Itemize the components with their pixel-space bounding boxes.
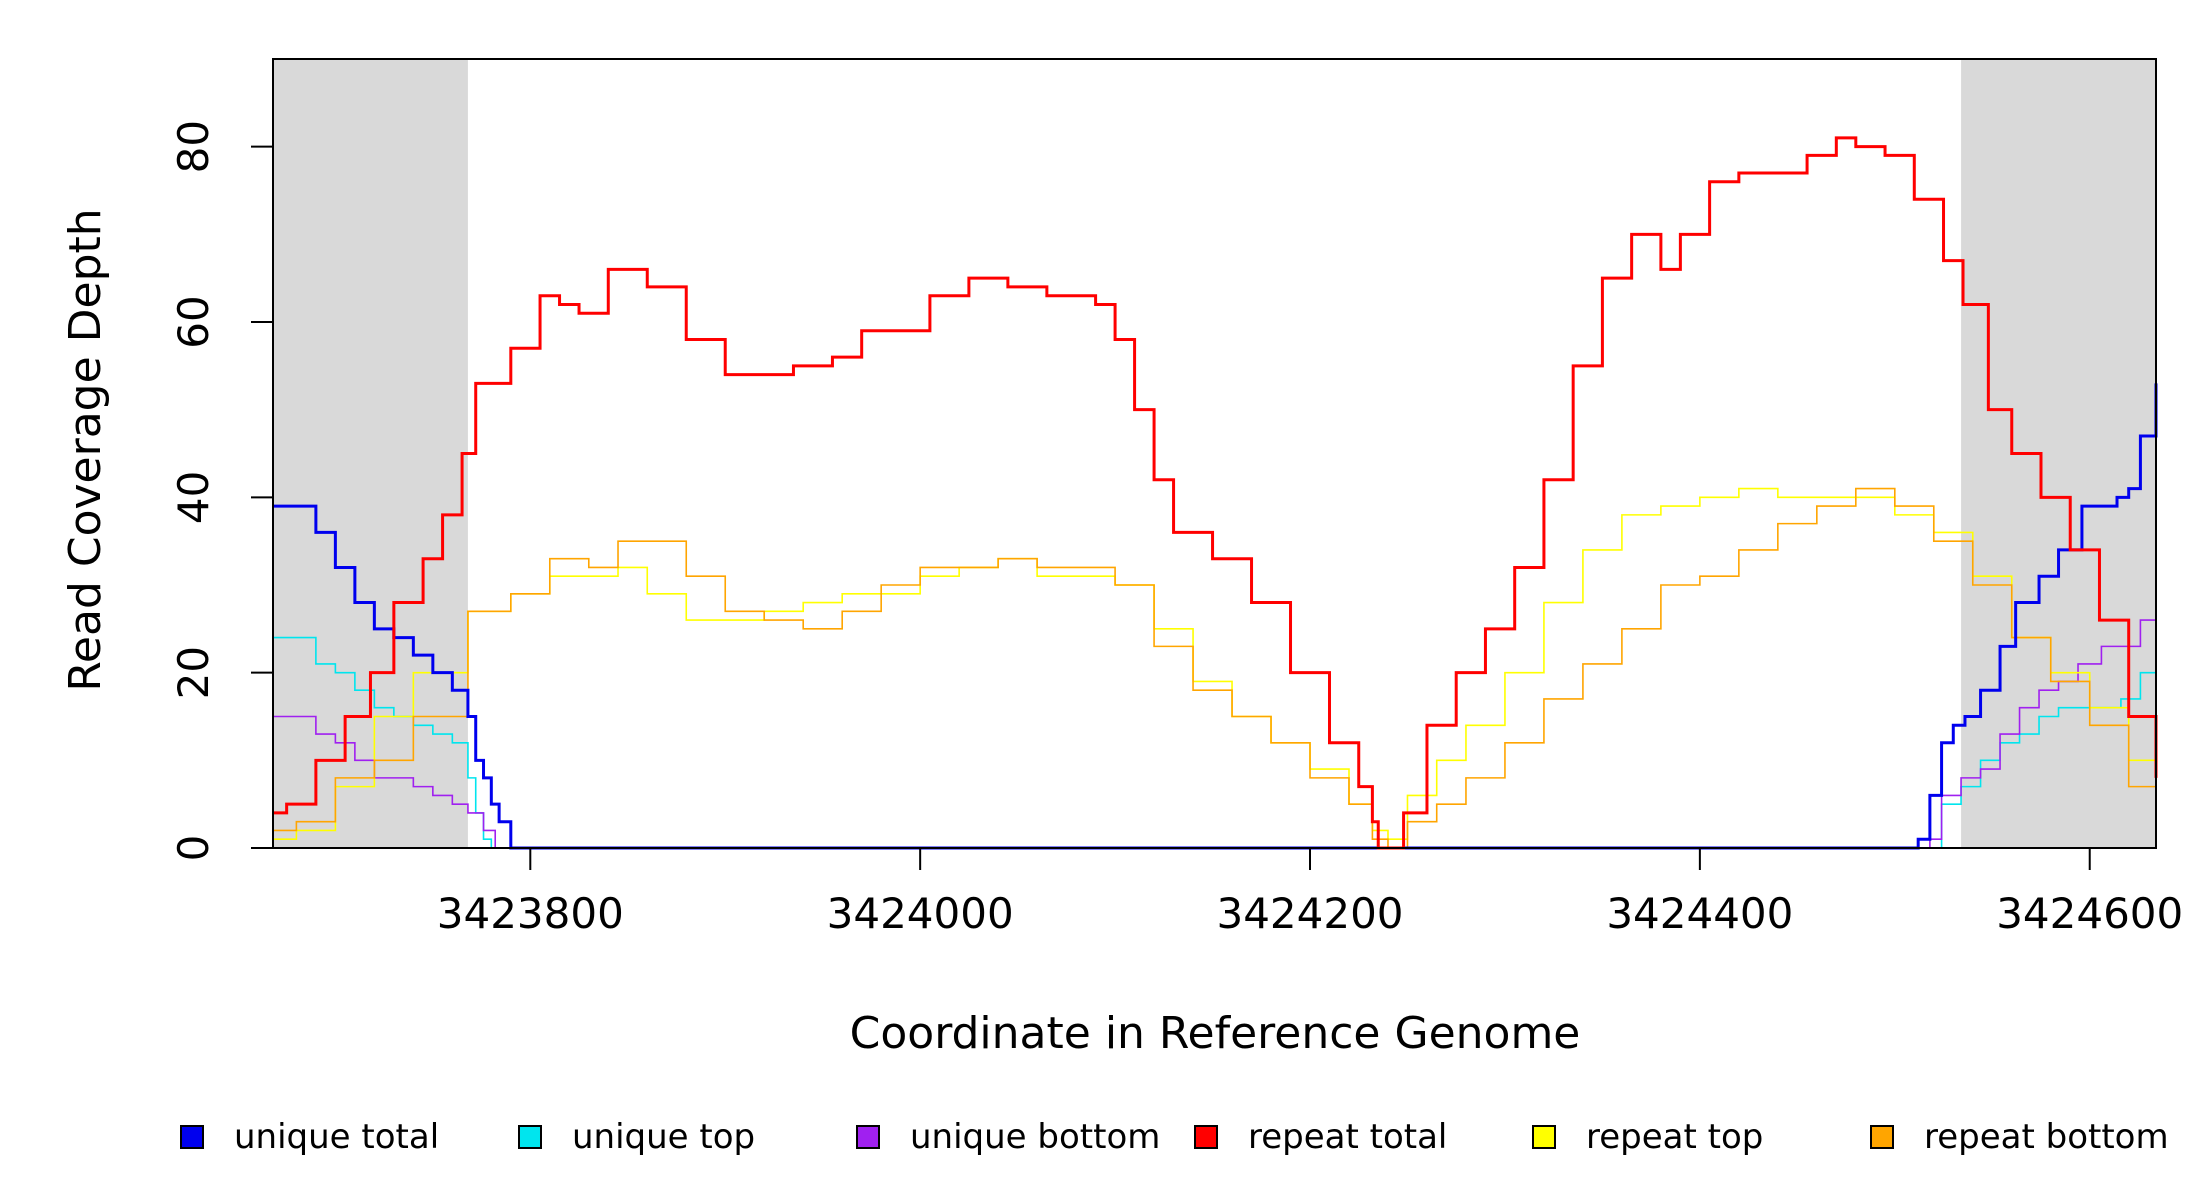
legend-label: repeat bottom bbox=[1924, 1117, 2169, 1157]
legend-item-repeat-bottom: repeat bottom bbox=[1870, 1115, 2169, 1159]
legend-item-repeat-total: repeat total bbox=[1194, 1115, 1447, 1159]
legend-item-repeat-top: repeat top bbox=[1532, 1115, 1763, 1159]
legend-swatch-repeat-total bbox=[1194, 1125, 1218, 1149]
legend-item-unique-total: unique total bbox=[180, 1115, 439, 1159]
shaded-region-2 bbox=[1961, 59, 2156, 848]
x-tick-label: 3424000 bbox=[827, 889, 1014, 938]
x-axis: 3423800 3424000 3424200 3424400 3424600 bbox=[437, 847, 2183, 938]
y-tick-label: 60 bbox=[169, 295, 218, 348]
series-lines bbox=[273, 136, 2158, 850]
x-tick-label: 3424400 bbox=[1606, 889, 1793, 938]
legend-swatch-unique-total bbox=[180, 1125, 204, 1149]
y-axis-label: Read Coverage Depth bbox=[60, 208, 111, 691]
series-line-repeat-top bbox=[273, 487, 2157, 841]
legend-label: unique top bbox=[572, 1117, 756, 1157]
x-tick-label: 3424200 bbox=[1216, 889, 1403, 938]
x-tick-label: 3424600 bbox=[1996, 889, 2183, 938]
y-tick-label: 80 bbox=[169, 120, 218, 173]
x-tick-label: 3423800 bbox=[437, 889, 624, 938]
legend-swatch-repeat-top bbox=[1532, 1125, 1556, 1149]
y-tick-label: 0 bbox=[169, 835, 218, 862]
series-line-repeat-bottom bbox=[273, 487, 2157, 849]
y-tick-label: 40 bbox=[169, 471, 218, 524]
shaded-regions bbox=[273, 59, 2156, 848]
legend: unique total unique top unique bottom re… bbox=[0, 1115, 2200, 1175]
series-line-unique-top bbox=[273, 628, 2157, 849]
legend-swatch-repeat-bottom bbox=[1870, 1125, 1894, 1149]
legend-label: unique bottom bbox=[910, 1117, 1161, 1157]
series-line-unique-total bbox=[273, 383, 2158, 850]
series-line-repeat-total bbox=[273, 136, 2158, 850]
legend-item-unique-bottom: unique bottom bbox=[856, 1115, 1160, 1159]
legend-swatch-unique-top bbox=[518, 1125, 542, 1149]
legend-label: repeat top bbox=[1586, 1117, 1764, 1157]
y-tick-label: 20 bbox=[169, 646, 218, 699]
y-axis: 0 20 40 60 80 bbox=[169, 120, 274, 862]
legend-item-unique-top: unique top bbox=[518, 1115, 755, 1159]
legend-label: repeat total bbox=[1248, 1117, 1448, 1157]
shaded-region-1 bbox=[273, 59, 468, 848]
legend-label: unique total bbox=[234, 1117, 440, 1157]
series-line-unique-bottom bbox=[273, 602, 2157, 849]
legend-swatch-unique-bottom bbox=[856, 1125, 880, 1149]
x-axis-label: Coordinate in Reference Genome bbox=[850, 1008, 1581, 1059]
plot-frame bbox=[272, 58, 2157, 849]
